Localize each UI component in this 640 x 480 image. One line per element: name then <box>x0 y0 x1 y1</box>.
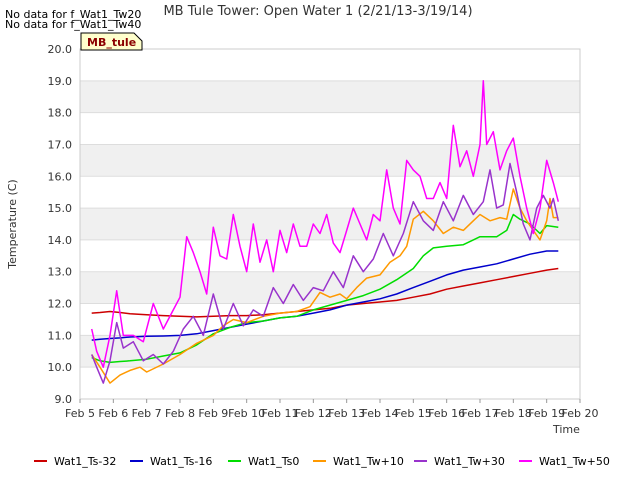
site-tag-shape <box>80 32 143 51</box>
x-tick-label: Feb 13 <box>328 407 365 420</box>
legend-label: Wat1_Ts0 <box>248 455 299 468</box>
y-tick-label: 17.0 <box>48 138 73 151</box>
plot-area-frame <box>79 48 581 400</box>
legend: Wat1_Ts-32 Wat1_Ts-16 Wat1_Ts0 Wat1_Tw+10 Wa… <box>34 455 610 468</box>
series-line-wat1-ts0 <box>91 213 559 364</box>
x-axis-label: Time <box>552 423 580 436</box>
site-tag-label: MB_tule <box>87 36 136 49</box>
x-tick-label: Feb 7 <box>132 407 162 420</box>
series-line-wat1-tw-50 <box>90 80 560 368</box>
legend-label: Wat1_Ts-16 <box>150 455 212 468</box>
grid-band <box>80 208 580 240</box>
legend-label: Wat1_Ts-32 <box>54 455 116 468</box>
y-tick-label: 14.0 <box>48 234 73 247</box>
y-tick-label: 11.0 <box>48 329 73 342</box>
series-layer <box>90 80 560 384</box>
grid-band <box>80 239 580 272</box>
chart-title: MB Tule Tower: Open Water 1 (2/21/13-3/1… <box>163 4 472 19</box>
x-tick-label: Feb 12 <box>295 407 332 420</box>
no-data-note-tw40: No data for f_Wat1_Tw40 <box>5 18 141 31</box>
series-line-wat1-tw-10 <box>91 188 559 384</box>
y-tick-label: 9.0 <box>55 393 73 406</box>
x-tick-label: Feb 14 <box>362 407 399 420</box>
y-tick-label: 19.0 <box>48 75 73 88</box>
x-tick-label: Feb 15 <box>395 407 432 420</box>
x-tick-label: Feb 11 <box>262 407 299 420</box>
y-tick-label: 15.0 <box>48 202 73 215</box>
grid-band <box>80 367 580 399</box>
grid-band <box>80 335 580 368</box>
x-tick-label: Feb 5 <box>65 407 95 420</box>
no-data-note-tw20: No data for f_Wat1_Tw20 <box>5 8 141 21</box>
y-tick-label: 10.0 <box>48 361 73 374</box>
grid-band <box>80 80 580 113</box>
x-tick-label: Feb 18 <box>495 407 532 420</box>
y-axis: 9.0 10.0 11.0 12.0 13.0 14.0 15.0 16.0 17.0 18.0 1… <box>48 43 73 406</box>
x-tick-label: Feb 19 <box>528 407 565 420</box>
y-tick-label: 20.0 <box>48 43 73 56</box>
x-tick-label: Feb 17 <box>462 407 499 420</box>
y-tick-label: 12.0 <box>48 298 73 311</box>
legend-label: Wat1_Tw+50 <box>539 455 610 468</box>
x-tick-label: Feb 20 <box>562 407 599 420</box>
legend-label: Wat1_Tw+30 <box>434 455 505 468</box>
y-tick-label: 16.0 <box>48 170 73 183</box>
y-tick-label: 18.0 <box>48 107 73 120</box>
series-line-wat1-ts-16 <box>91 250 559 341</box>
legend-label: Wat1_Tw+10 <box>333 455 404 468</box>
grid-band <box>80 176 580 209</box>
x-tick-label: Feb 16 <box>428 407 465 420</box>
site-tag: MB_tule <box>80 32 143 51</box>
x-tick-label: Feb 6 <box>98 407 128 420</box>
grid-band <box>80 144 580 177</box>
y-tick-label: 13.0 <box>48 266 73 279</box>
grid-band <box>80 49 580 81</box>
x-tick-label: Feb 10 <box>228 407 265 420</box>
y-axis-label: Temperature (C) <box>6 179 19 269</box>
series-line-wat1-tw-30 <box>91 162 560 384</box>
x-tick-label: Feb 9 <box>198 407 228 420</box>
plot-grid-bands <box>80 49 580 399</box>
grid-band <box>80 112 580 145</box>
x-tick-label: Feb 8 <box>165 407 195 420</box>
